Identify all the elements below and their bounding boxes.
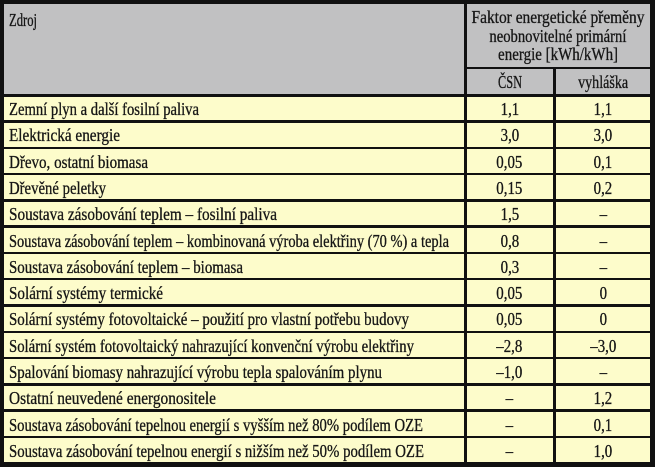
row-label-text: Soustava zásobování tepelnou energií s n… bbox=[9, 440, 424, 461]
row-label: Soustava zásobování tepelnou energií s v… bbox=[4, 411, 464, 436]
header-source-label: Zdroj bbox=[9, 10, 37, 30]
row-label: Soustava zásobování teplem – biomasa bbox=[4, 254, 464, 278]
row-label-text: Solární systémy fotovoltaické – použití … bbox=[9, 309, 409, 330]
row-label: Zemní plyn a další fosilní paliva bbox=[4, 96, 464, 121]
vyhlaska-value-text: 1,0 bbox=[593, 440, 613, 461]
csn-value-text: 3,0 bbox=[500, 125, 520, 146]
csn-value-text: 0,05 bbox=[496, 151, 523, 172]
row-label-text: Soustava zásobování teplem – biomasa bbox=[9, 256, 243, 277]
csn-value-text: 0,05 bbox=[496, 309, 523, 330]
row-label-text: Soustava zásobování teplem – kombinovaná… bbox=[9, 230, 449, 251]
csn-value-text: –2,8 bbox=[496, 335, 523, 356]
row-csn-value: 0,15 bbox=[466, 175, 553, 200]
row-csn-value: 0,8 bbox=[466, 227, 553, 252]
row-vyhlaska-value: 0,2 bbox=[556, 175, 650, 200]
row-vyhlaska-value: – bbox=[556, 201, 650, 226]
row-csn-value: – bbox=[466, 438, 553, 462]
row-label-text: Elektrická energie bbox=[9, 125, 120, 146]
row-vyhlaska-value: –3,0 bbox=[556, 333, 650, 357]
energy-factors-table: Zdroj Faktor energetické přeměny neobnov… bbox=[4, 4, 650, 462]
row-vyhlaska-value: 1,0 bbox=[556, 438, 650, 462]
vyhlaska-value-text: – bbox=[599, 204, 607, 225]
vyhlaska-value-text: – bbox=[599, 256, 607, 277]
header-factor-column: Faktor energetické přeměny neobnovitelné… bbox=[466, 4, 650, 67]
csn-value-text: 0,15 bbox=[496, 177, 523, 198]
row-vyhlaska-value: 0,1 bbox=[556, 411, 650, 436]
vyhlaska-value-text: 0,1 bbox=[593, 414, 613, 435]
subheader-csn-label: ČSN bbox=[497, 71, 522, 92]
vyhlaska-value-text: – bbox=[599, 361, 607, 382]
row-label: Soustava zásobování teplem – kombinovaná… bbox=[4, 227, 464, 252]
row-label-text: Soustava zásobování tepelnou energií s v… bbox=[9, 414, 423, 435]
vyhlaska-value-text: 0 bbox=[599, 283, 607, 304]
subheader-vyhlaska: vyhláška bbox=[556, 69, 650, 94]
row-label: Solární systémy termické bbox=[4, 280, 464, 305]
row-label: Soustava zásobování teplem – fosilní pal… bbox=[4, 201, 464, 226]
vyhlaska-value-text: – bbox=[599, 230, 607, 251]
row-label: Soustava zásobování tepelnou energií s n… bbox=[4, 438, 464, 462]
row-csn-value: 0,05 bbox=[466, 306, 553, 331]
row-csn-value: 0,3 bbox=[466, 254, 553, 278]
row-vyhlaska-value: – bbox=[556, 359, 650, 384]
header-factor-line2: neobnovitelné primární bbox=[489, 25, 627, 46]
csn-value-text: – bbox=[506, 440, 514, 461]
row-label: Ostatní neuvedené energonositele bbox=[4, 385, 464, 410]
row-vyhlaska-value: 0,1 bbox=[556, 149, 650, 173]
row-csn-value: –1,0 bbox=[466, 359, 553, 384]
row-csn-value: – bbox=[466, 411, 553, 436]
subheader-vyhlaska-label: vyhláška bbox=[578, 71, 628, 92]
vyhlaska-value-text: 1,2 bbox=[593, 388, 613, 409]
row-label: Dřevo, ostatní biomasa bbox=[4, 149, 464, 173]
row-label-text: Spalování biomasy nahrazující výrobu tep… bbox=[9, 361, 382, 382]
row-label-text: Ostatní neuvedené energonositele bbox=[9, 388, 216, 409]
vyhlaska-value-text: 0,1 bbox=[593, 151, 613, 172]
csn-value-text: 0,05 bbox=[496, 283, 523, 304]
subheader-csn: ČSN bbox=[466, 69, 553, 94]
vyhlaska-value-text: 0 bbox=[599, 309, 607, 330]
row-csn-value: –2,8 bbox=[466, 333, 553, 357]
row-label-text: Solární systémy termické bbox=[9, 283, 163, 304]
row-vyhlaska-value: 0 bbox=[556, 306, 650, 331]
row-label-text: Solární systém fotovoltaický nahrazující… bbox=[9, 335, 414, 356]
row-vyhlaska-value: 0 bbox=[556, 280, 650, 305]
csn-value-text: 0,3 bbox=[500, 256, 520, 277]
csn-value-text: – bbox=[506, 414, 514, 435]
row-csn-value: – bbox=[466, 385, 553, 410]
header-factor-line1: Faktor energetické přeměny bbox=[471, 7, 645, 28]
csn-value-text: 1,5 bbox=[500, 204, 520, 225]
vyhlaska-value-text: 1,1 bbox=[593, 99, 613, 120]
row-vyhlaska-value: – bbox=[556, 227, 650, 252]
row-label: Solární systém fotovoltaický nahrazující… bbox=[4, 333, 464, 357]
row-label-text: Soustava zásobování teplem – fosilní pal… bbox=[9, 204, 277, 225]
row-csn-value: 0,05 bbox=[466, 280, 553, 305]
row-vyhlaska-value: 1,1 bbox=[556, 96, 650, 121]
csn-value-text: –1,0 bbox=[496, 361, 523, 382]
vyhlaska-value-text: 3,0 bbox=[593, 125, 613, 146]
row-csn-value: 1,1 bbox=[466, 96, 553, 121]
csn-value-text: 1,1 bbox=[500, 99, 520, 120]
row-vyhlaska-value: 3,0 bbox=[556, 122, 650, 147]
row-label: Solární systémy fotovoltaické – použití … bbox=[4, 306, 464, 331]
row-label-text: Zemní plyn a další fosilní paliva bbox=[9, 99, 199, 120]
vyhlaska-value-text: –3,0 bbox=[589, 335, 617, 356]
row-csn-value: 0,05 bbox=[466, 149, 553, 173]
row-label: Dřevěné peletky bbox=[4, 175, 464, 200]
row-csn-value: 1,5 bbox=[466, 201, 553, 226]
csn-value-text: – bbox=[506, 388, 514, 409]
row-label: Elektrická energie bbox=[4, 122, 464, 147]
vyhlaska-value-text: 0,2 bbox=[593, 177, 613, 198]
row-label-text: Dřevo, ostatní biomasa bbox=[9, 151, 148, 172]
header-factor-line3: energie [kWh/kWh] bbox=[498, 43, 619, 64]
row-csn-value: 3,0 bbox=[466, 122, 553, 147]
row-label-text: Dřevěné peletky bbox=[9, 177, 106, 198]
row-vyhlaska-value: 1,2 bbox=[556, 385, 650, 410]
header-source-column: Zdroj bbox=[4, 4, 464, 94]
row-label: Spalování biomasy nahrazující výrobu tep… bbox=[4, 359, 464, 384]
csn-value-text: 0,8 bbox=[500, 230, 520, 251]
row-vyhlaska-value: – bbox=[556, 254, 650, 278]
